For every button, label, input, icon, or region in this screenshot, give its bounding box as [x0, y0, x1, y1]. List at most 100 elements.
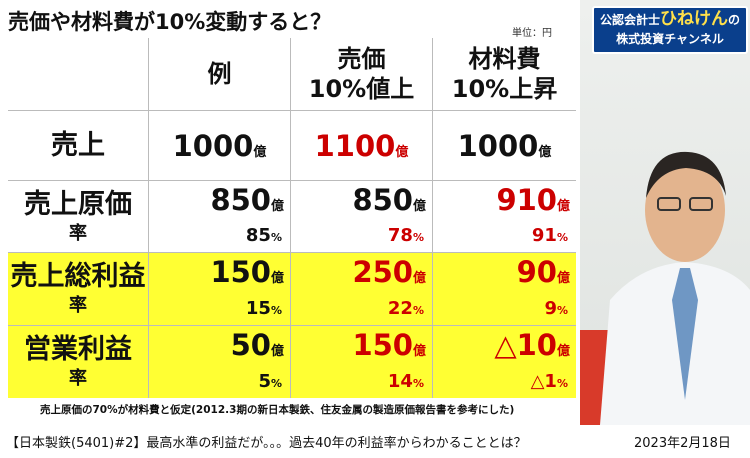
- logo-line: 公認会計士ひねけんの: [594, 8, 746, 31]
- row-label-cell: 売上: [8, 111, 148, 180]
- rate-number: 78: [387, 225, 413, 246]
- rate-unit: %: [412, 377, 424, 390]
- value-cell: 150億 14%: [290, 326, 432, 398]
- rate-number: △1: [530, 371, 557, 392]
- rate: 9%: [544, 298, 568, 319]
- row-label: 売上: [51, 129, 105, 161]
- header-cell: 例: [148, 38, 290, 110]
- logo-suffix: の: [728, 13, 741, 27]
- amount-number: 1100: [314, 129, 396, 163]
- value-cell: 1000億: [432, 111, 576, 180]
- amount-unit: 億: [556, 271, 570, 286]
- rate: 15%: [246, 298, 282, 319]
- table-row: 売上原価率 850億 85% 850億 78% 910億 91%: [8, 180, 576, 252]
- header-row: 例売価 10%値上 材料費 10%上昇: [8, 38, 576, 110]
- amount-number: 850: [210, 183, 271, 217]
- rate-unit: %: [412, 231, 424, 244]
- value-cell: 90億 9%: [432, 253, 576, 325]
- amount-unit: 億: [412, 199, 426, 214]
- rate: △1%: [531, 371, 568, 392]
- rate-unit: %: [270, 231, 282, 244]
- rate: 14%: [388, 371, 424, 392]
- amount-number: △10: [494, 328, 557, 362]
- rate-unit: %: [556, 377, 568, 390]
- value-cell: 850億 78%: [290, 181, 432, 252]
- footnote: 売上原価の70%が材料費と仮定(2012.3期の新日本製鉄、住友金属の製造原価報…: [40, 404, 515, 416]
- value-cell: △10億 △1%: [432, 326, 576, 398]
- header-text: 10%値上: [308, 75, 415, 103]
- amount: 1000億: [149, 129, 290, 163]
- amount: 1000億: [433, 129, 576, 163]
- face: [645, 158, 725, 262]
- amount: 1100億: [291, 129, 432, 163]
- logo-prefix: 公認会計士: [599, 13, 660, 27]
- amount-unit: 億: [270, 271, 284, 286]
- row-label: 営業利益: [24, 334, 132, 365]
- rate-unit: %: [270, 304, 282, 317]
- table: 例売価 10%値上 材料費 10%上昇 売上 1000億 1100億 1000億 売上原価率 85…: [8, 38, 576, 398]
- glasses: [657, 197, 681, 211]
- header-text: 例: [207, 60, 232, 88]
- amount-number: 50: [230, 328, 271, 362]
- amount: 50億: [231, 328, 284, 362]
- value-cell: 850億 85%: [148, 181, 290, 252]
- value-cell: 1100億: [290, 111, 432, 180]
- header-text: 売価: [337, 45, 386, 73]
- video-date: 2023年2月18日: [634, 436, 731, 451]
- rate-unit: %: [270, 377, 282, 390]
- tie: [672, 268, 698, 400]
- table-row: 売上 1000億 1100億 1000億: [8, 110, 576, 180]
- value-cell: 50億 5%: [148, 326, 290, 398]
- table-row: 営業利益率 50億 5% 150億 14% △10億 △1%: [8, 325, 576, 398]
- glasses: [689, 197, 713, 211]
- rate-number: 85: [245, 225, 271, 246]
- amount-unit: 億: [253, 145, 267, 160]
- amount: 850億: [210, 183, 284, 217]
- logo-name: ひねけん: [660, 9, 728, 29]
- hair: [646, 151, 726, 198]
- amount-unit: 億: [538, 145, 552, 160]
- rate: 85%: [246, 225, 282, 246]
- slide-title: 売価や材料費が10%変動すると？: [8, 10, 332, 34]
- amount: △10億: [494, 328, 570, 362]
- amount: 150億: [352, 328, 426, 362]
- value-cell: 150億 15%: [148, 253, 290, 325]
- logo-line2: 株式投資チャンネル: [616, 32, 724, 46]
- amount-number: 1000: [457, 129, 539, 163]
- amount: 250億: [352, 255, 426, 289]
- rate: 78%: [388, 225, 424, 246]
- amount-number: 1000: [172, 129, 254, 163]
- amount-number: 150: [352, 328, 413, 362]
- row-label: 売上原価: [24, 188, 132, 220]
- row-label-cell: 営業利益率: [8, 326, 148, 398]
- amount-number: 910: [496, 183, 557, 217]
- rate-number: 22: [387, 298, 413, 319]
- row-label: 売上総利益: [10, 261, 146, 292]
- rate-number: 91: [531, 225, 557, 246]
- rate-unit: %: [556, 231, 568, 244]
- value-cell: 910億 91%: [432, 181, 576, 252]
- video-photo: [580, 0, 750, 425]
- value-cell: 1000億: [148, 111, 290, 180]
- rate: 22%: [388, 298, 424, 319]
- rate-number: 5: [258, 371, 271, 392]
- amount-number: 150: [210, 255, 271, 289]
- rate: 5%: [258, 371, 282, 392]
- unit-note: 単位：円: [512, 28, 552, 39]
- row-label-cell: 売上総利益率: [8, 253, 148, 325]
- amount: 150億: [210, 255, 284, 289]
- presenter: [580, 151, 750, 425]
- amount: 910億: [496, 183, 570, 217]
- rate-unit: %: [412, 304, 424, 317]
- rate-number: 15: [245, 298, 271, 319]
- row-sublabel: 率: [69, 368, 87, 389]
- amount-unit: 億: [412, 271, 426, 286]
- table-row: 売上総利益率 150億 15% 250億 22% 90億 9%: [8, 252, 576, 325]
- amount-number: 250: [352, 255, 413, 289]
- amount-unit: 億: [556, 199, 570, 214]
- amount-unit: 億: [270, 199, 284, 214]
- amount-unit: 億: [412, 344, 426, 359]
- amount-number: 90: [516, 255, 557, 289]
- amount: 850億: [352, 183, 426, 217]
